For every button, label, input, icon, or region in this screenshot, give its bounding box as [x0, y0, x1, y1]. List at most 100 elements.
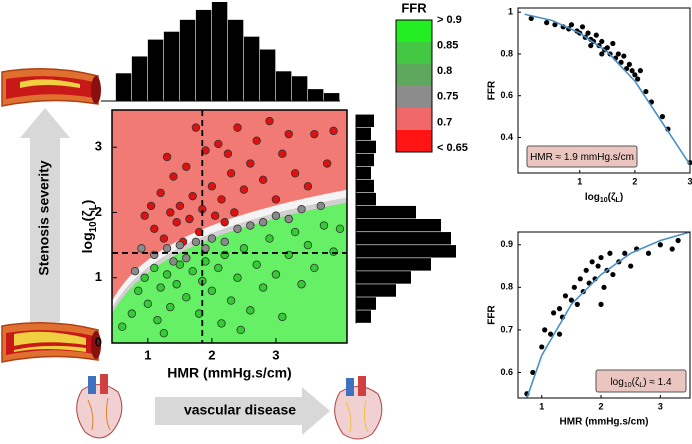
data-point: [172, 218, 181, 227]
data-point: [528, 15, 534, 22]
data-point: [153, 315, 162, 325]
y-tick-label: 1: [95, 269, 102, 284]
y-tick-label: 0.6: [500, 90, 513, 100]
data-point: [156, 188, 165, 198]
data-point: [182, 253, 191, 263]
data-point: [539, 344, 545, 350]
histogram-bar: [356, 166, 371, 180]
histogram-bar: [259, 49, 276, 101]
histogram-bar: [356, 245, 456, 258]
y-tick-label: 0.6: [500, 367, 513, 377]
data-point: [278, 312, 287, 322]
data-point: [150, 263, 159, 273]
y-tick-label: 1: [508, 7, 513, 17]
data-point: [214, 263, 223, 273]
data-point: [150, 224, 159, 233]
data-point: [607, 250, 613, 256]
data-point: [166, 208, 175, 217]
data-point: [659, 114, 666, 120]
x-tick-label: 2: [208, 347, 215, 362]
data-point: [669, 246, 675, 252]
x-axis-label: HMR (mmHg.s/cm): [560, 417, 649, 428]
data-point: [310, 129, 319, 139]
fit-line: [524, 13, 691, 166]
data-point: [175, 201, 185, 211]
data-point: [284, 129, 293, 139]
data-point: [182, 293, 191, 302]
data-point: [290, 227, 300, 237]
text-part: ): [620, 192, 623, 203]
data-point: [615, 51, 621, 57]
data-point: [207, 182, 217, 191]
data-point: [632, 72, 638, 78]
text-part: ) ≈ 1.4: [643, 377, 672, 388]
data-point: [550, 310, 557, 316]
data-point: [542, 327, 548, 333]
y-axis-label: FFR: [487, 305, 498, 325]
plot-frame: [517, 7, 691, 174]
data-point: [182, 162, 191, 171]
histogram-bar: [356, 205, 416, 219]
data-point: [246, 221, 255, 230]
fit-line: [526, 231, 691, 399]
data-point: [622, 250, 628, 256]
histogram-bar: [356, 218, 441, 232]
data-point: [556, 306, 563, 312]
data-point: [593, 32, 599, 38]
colorbar-block: [396, 130, 432, 152]
histogram-bar: [211, 2, 228, 101]
histogram-bar: [356, 127, 371, 141]
data-point: [544, 20, 550, 26]
data-point: [159, 234, 169, 243]
y-axis-label: FFR: [487, 80, 498, 100]
x-tick-label: 2: [599, 401, 604, 411]
data-point: [188, 267, 197, 276]
x-tick-label: 3: [272, 347, 279, 362]
text-part: L: [616, 197, 621, 204]
data-point: [601, 284, 607, 290]
colorbar-label: 0.8: [437, 65, 452, 77]
data-point: [629, 68, 635, 74]
data-point: [583, 267, 589, 273]
data-point: [236, 325, 245, 335]
data-point: [207, 234, 217, 243]
y-tick-label: 0.7: [500, 324, 513, 334]
data-point: [220, 218, 229, 227]
text-part: log: [610, 377, 623, 388]
histogram-bar: [356, 271, 411, 284]
histogram-bar: [195, 9, 212, 102]
data-point: [530, 369, 536, 376]
heart-right: [334, 376, 383, 440]
arrow-up: [20, 108, 70, 322]
data-point: [635, 76, 641, 82]
data-point: [574, 301, 580, 307]
histogram-bar: [323, 93, 340, 101]
data-point: [246, 159, 255, 168]
y-tick-label: 0.8: [500, 48, 513, 58]
data-point: [604, 45, 610, 51]
data-point: [675, 237, 681, 244]
histogram-bar: [356, 192, 376, 206]
colorbar-block: [396, 20, 432, 42]
plot-frame: [111, 109, 348, 344]
data-point: [146, 201, 156, 211]
data-point: [297, 205, 306, 214]
data-point: [589, 259, 595, 265]
data-point: [137, 244, 146, 253]
data-point: [188, 191, 197, 201]
data-point: [156, 283, 165, 292]
data-point: [134, 286, 143, 295]
data-point: [579, 24, 586, 30]
histogram-bar: [307, 89, 324, 101]
data-point: [191, 123, 201, 132]
data-point: [239, 244, 249, 253]
y-tick-label: 0: [95, 334, 102, 349]
x-tick-label: 1: [144, 347, 151, 362]
data-point: [175, 240, 185, 250]
data-point: [278, 149, 287, 158]
colorbar-block: [396, 64, 432, 86]
data-point: [598, 254, 604, 261]
data-point: [626, 61, 632, 67]
data-point: [585, 30, 591, 36]
data-point: [310, 263, 319, 273]
